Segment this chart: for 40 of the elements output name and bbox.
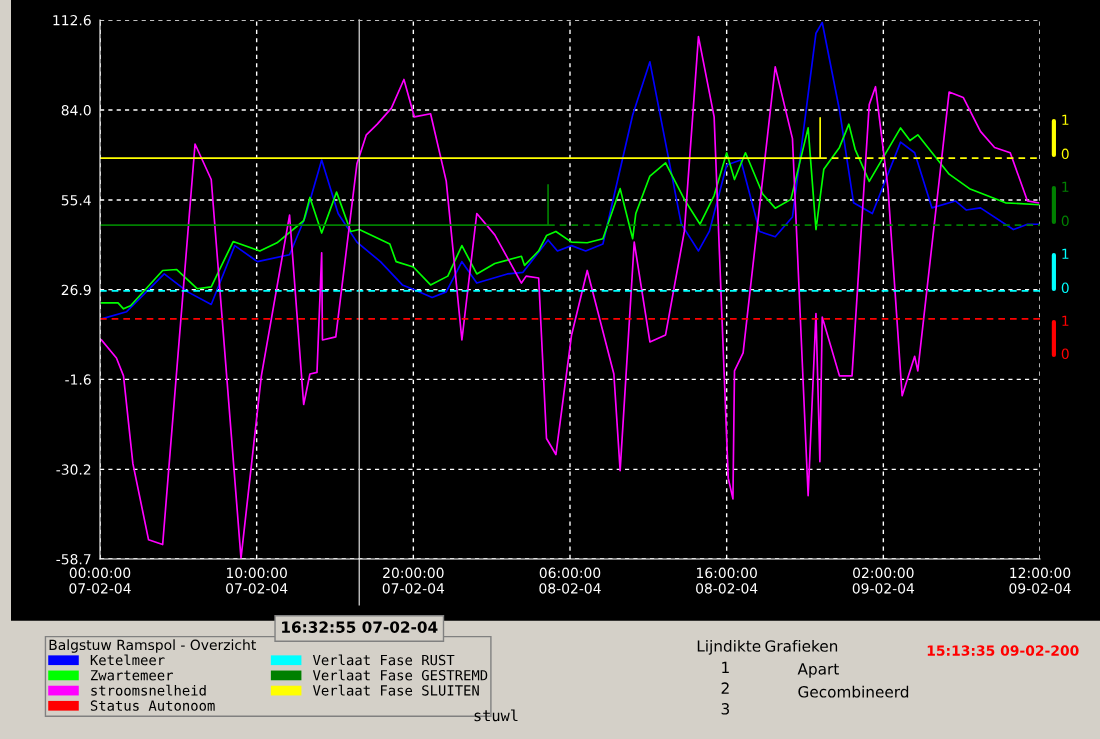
legend-label: Verlaat Fase RUST	[312, 654, 455, 666]
text: 1	[1062, 114, 1069, 125]
text: Gecombineerd	[798, 685, 909, 698]
text: Apart	[797, 663, 839, 678]
legend-title: Balgstuw Ramspol - Overzicht	[49, 639, 256, 653]
text: 0	[1061, 215, 1069, 227]
text: 15:13:35 09-02-200	[927, 645, 1079, 656]
x-tick-label: 10:00:00 07-02-04	[226, 567, 288, 594]
x-tick-label: 20:00:00 07-02-04	[382, 567, 445, 594]
y-tick-label: -30.2	[56, 464, 91, 475]
text: 1	[1062, 248, 1069, 259]
text: 0	[1061, 282, 1069, 294]
y-tick-label: 112.6	[53, 14, 91, 26]
text: 2	[721, 682, 729, 694]
text: 1	[722, 661, 729, 674]
legend-label: Verlaat Fase SLUITEN	[312, 684, 479, 696]
legend-label: Verlaat Fase GESTREMD	[312, 669, 488, 681]
x-tick-label: 00:00:00 07-02-04	[69, 567, 131, 594]
x-tick-label: 16:00:00 08-02-04	[696, 567, 758, 594]
y-tick-label: 55.4	[61, 195, 91, 206]
text: 1	[1062, 181, 1069, 192]
x-tick-label: 12:00:00 09-02-04	[1009, 567, 1071, 594]
text: 0	[1061, 148, 1069, 160]
text: 3	[721, 703, 729, 715]
text: 0	[1061, 348, 1069, 360]
legend-label: Ketelmeer	[90, 654, 165, 666]
text: Lijndikte	[697, 639, 761, 655]
x-tick-label: 02:00:00 09-02-04	[852, 567, 915, 594]
y-tick-label: 84.0	[61, 104, 91, 116]
text: 1	[1062, 315, 1069, 326]
text: Grafieken	[765, 639, 838, 652]
text: stuwl	[474, 709, 518, 722]
x-tick-label: 06:00:00 08-02-04	[539, 567, 601, 594]
y-tick-label: -1.6	[65, 374, 91, 385]
ref-line-label: 16:32:55 07-02-04	[282, 621, 438, 633]
legend-label: Zwartemeer	[90, 670, 173, 681]
legend-label: stroomsnelheid	[91, 684, 206, 696]
y-tick-label: -58.7	[56, 553, 91, 565]
y-tick-label: 26.9	[61, 284, 91, 296]
legend-label: Status Autonoom	[90, 700, 215, 711]
